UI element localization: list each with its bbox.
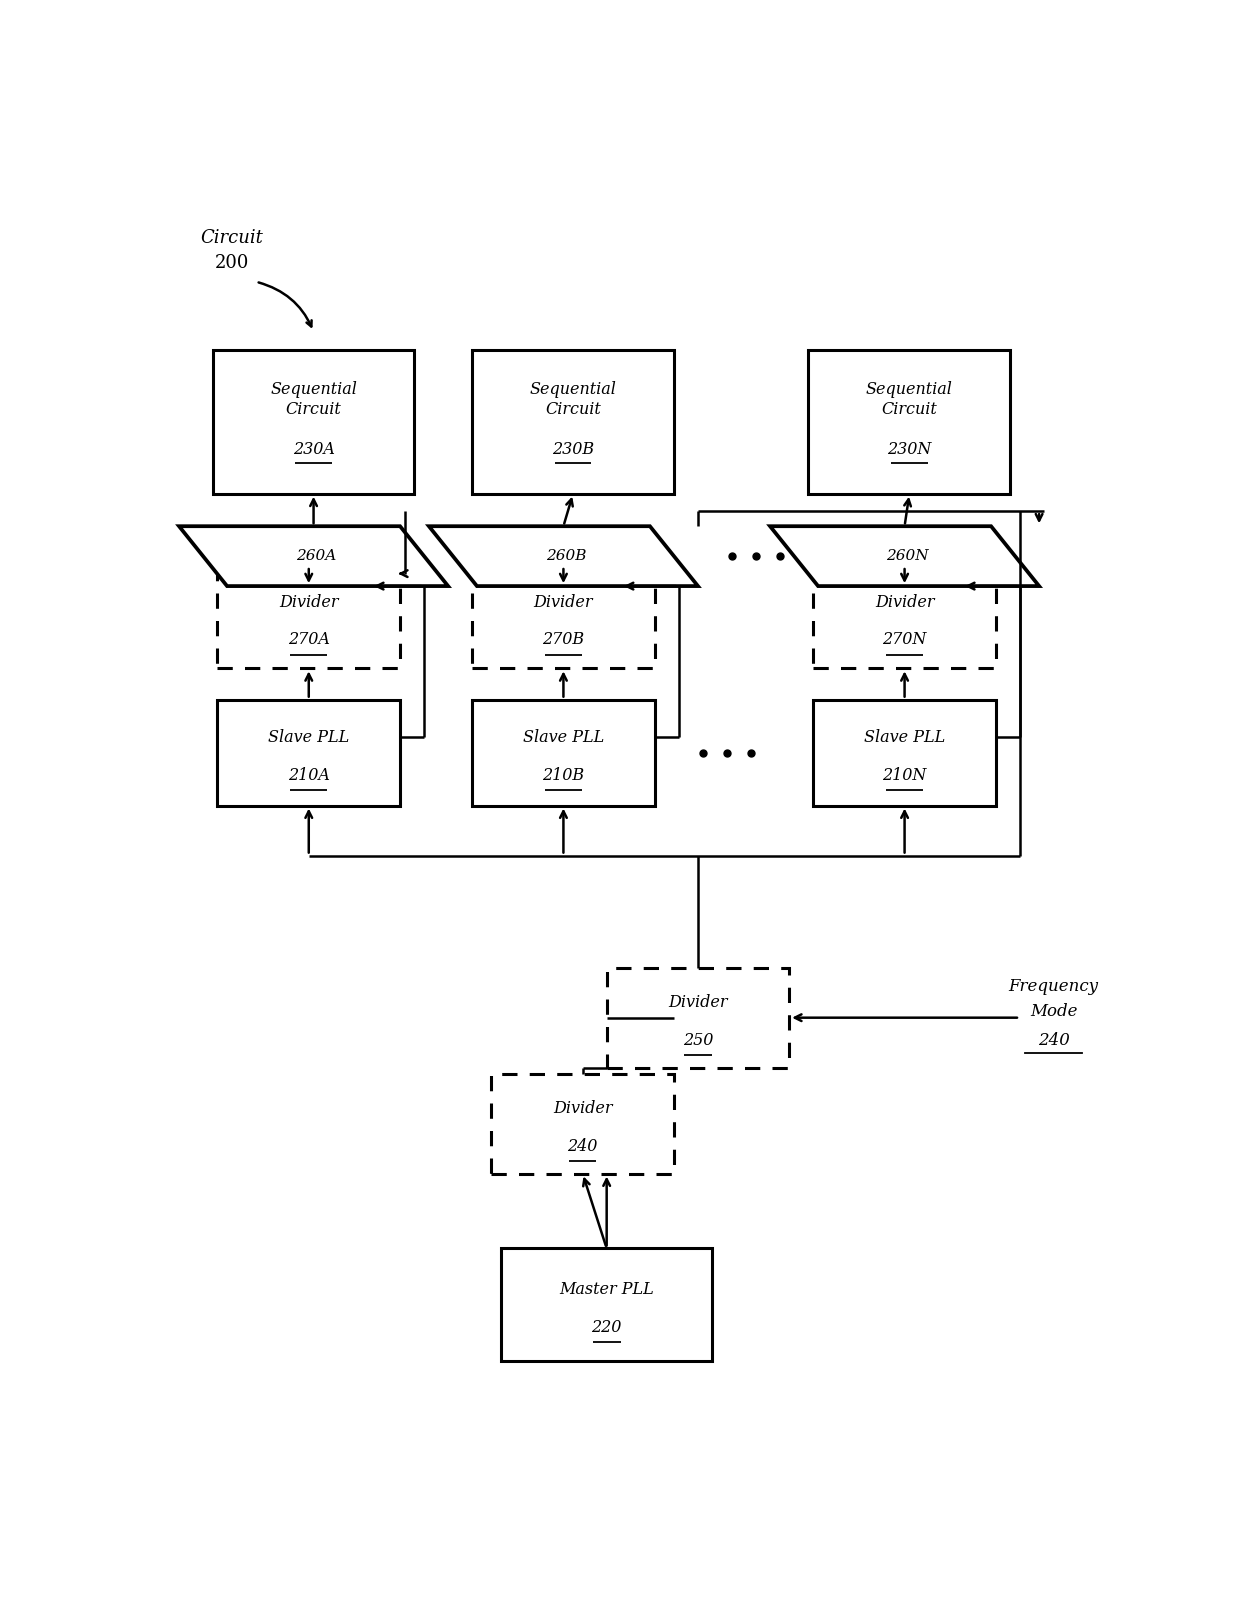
Text: 270N: 270N [883, 632, 926, 648]
Text: 220: 220 [591, 1319, 621, 1335]
Text: 260B: 260B [546, 549, 587, 564]
Text: Sequential
Circuit: Sequential Circuit [866, 381, 952, 418]
Text: 230A: 230A [293, 441, 335, 458]
Text: 210B: 210B [542, 766, 584, 784]
Text: Divider: Divider [668, 995, 728, 1011]
Text: Divider: Divider [533, 595, 593, 611]
Text: Circuit: Circuit [201, 228, 263, 248]
Text: Divider: Divider [875, 595, 934, 611]
Bar [606, 967, 789, 1068]
Text: Slave PLL: Slave PLL [523, 729, 604, 747]
Text: Slave PLL: Slave PLL [268, 729, 350, 747]
Text: Master PLL: Master PLL [559, 1281, 653, 1298]
Text: Frequency: Frequency [1008, 978, 1099, 995]
Bar [217, 565, 401, 669]
Text: Sequential
Circuit: Sequential Circuit [529, 381, 616, 418]
Text: 240: 240 [1038, 1032, 1069, 1048]
Text: Sequential
Circuit: Sequential Circuit [270, 381, 357, 418]
Text: 270A: 270A [288, 632, 330, 648]
Text: 230B: 230B [552, 441, 594, 458]
Text: 210N: 210N [883, 766, 926, 784]
Bar [217, 700, 401, 805]
Text: 230N: 230N [887, 441, 931, 458]
Bar [472, 700, 655, 805]
Text: 260N: 260N [887, 549, 929, 564]
Bar [472, 565, 655, 669]
Bar [213, 350, 414, 494]
Text: 260A: 260A [296, 549, 336, 564]
Bar [501, 1249, 712, 1361]
Text: 270B: 270B [542, 632, 584, 648]
Text: 200: 200 [215, 254, 249, 272]
Text: Mode: Mode [1029, 1003, 1078, 1021]
Bar [491, 1074, 675, 1173]
Text: Divider: Divider [279, 595, 339, 611]
Text: Slave PLL: Slave PLL [864, 729, 945, 747]
Bar [813, 700, 996, 805]
Text: 240: 240 [568, 1137, 598, 1155]
Polygon shape [770, 526, 1039, 586]
Text: Divider: Divider [553, 1100, 613, 1118]
Bar [813, 565, 996, 669]
Bar [472, 350, 675, 494]
Polygon shape [429, 526, 698, 586]
Bar [808, 350, 1011, 494]
Text: 250: 250 [683, 1032, 713, 1048]
Text: 210A: 210A [288, 766, 330, 784]
Polygon shape [179, 526, 448, 586]
